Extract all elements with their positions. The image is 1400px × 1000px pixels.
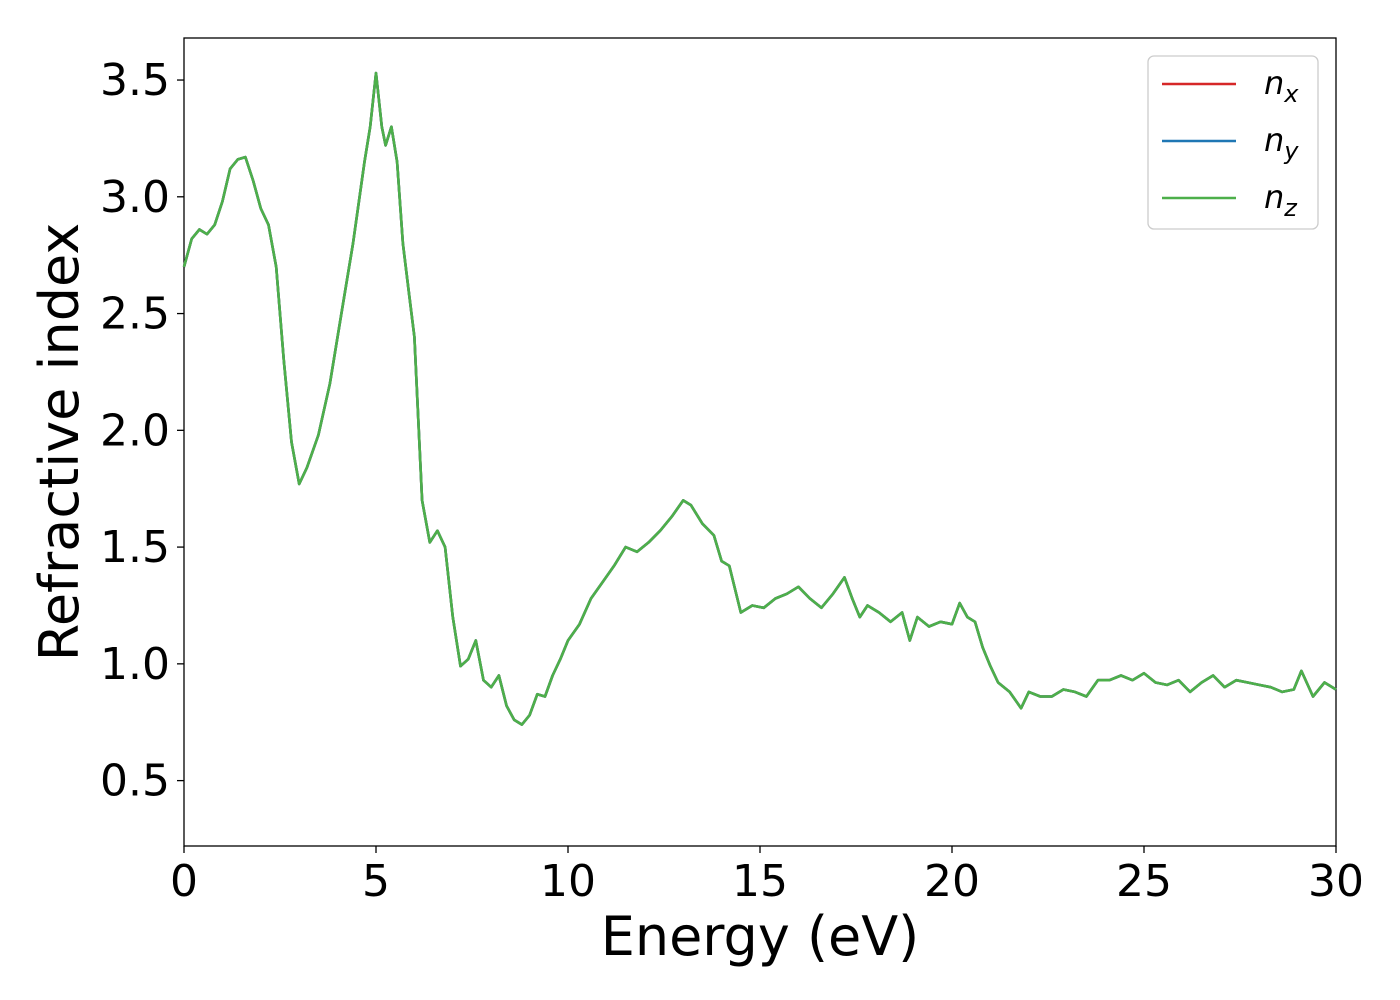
- x-axis-label: Energy (eV): [601, 905, 920, 968]
- legend-frame: [1147, 55, 1319, 230]
- y-tick-label: 3.0: [100, 172, 170, 223]
- x-tick-label: 10: [540, 856, 596, 907]
- y-axis-label: Refractive index: [28, 223, 91, 662]
- series-lines: [182, 71, 1337, 726]
- x-tick-label: 30: [1308, 856, 1364, 907]
- y-tick-label: 0.5: [100, 756, 170, 807]
- legend-label-ny: ny: [1264, 121, 1299, 165]
- y-tick-label: 3.5: [100, 55, 170, 106]
- y-tick-label: 2.0: [100, 405, 170, 456]
- legend-label-nz: nz: [1264, 178, 1298, 222]
- y-tick-label: 1.5: [100, 522, 170, 573]
- x-tick-label: 5: [362, 856, 390, 907]
- series-line-nz: [182, 71, 1337, 726]
- x-tick-label: 15: [732, 856, 788, 907]
- y-axis-ticks: 0.5 1.0 1.5 2.0 2.5 3.0 3.5: [100, 55, 184, 807]
- legend-label-nx: nx: [1264, 64, 1299, 108]
- y-tick-label: 1.0: [100, 639, 170, 690]
- x-tick-label: 0: [170, 856, 198, 907]
- x-tick-label: 20: [924, 856, 980, 907]
- x-tick-label: 25: [1116, 856, 1172, 907]
- y-tick-label: 2.5: [100, 289, 170, 340]
- x-axis-ticks: 0 5 10 15 20 25 30: [170, 846, 1364, 907]
- legend: nx ny nz: [1147, 55, 1319, 230]
